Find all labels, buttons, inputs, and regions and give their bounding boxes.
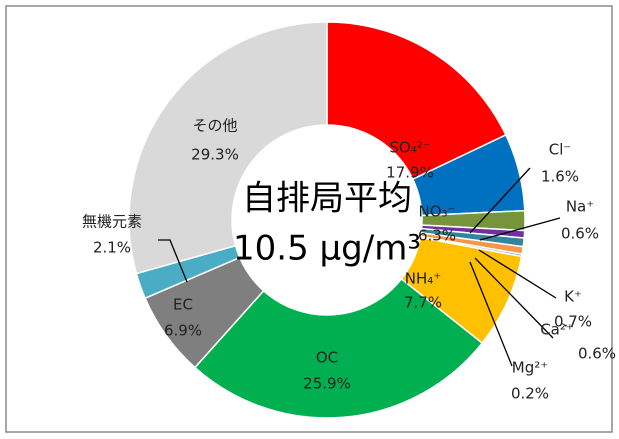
category-label: K⁺	[564, 288, 582, 306]
leader-line	[479, 217, 561, 241]
value-label: 0.6%	[578, 345, 616, 363]
leader-line	[469, 261, 513, 367]
wedge	[326, 21, 507, 181]
category-label: その他	[192, 117, 237, 135]
value-label: 7.7%	[404, 294, 442, 312]
value-label: 1.6%	[541, 168, 579, 186]
value-label: 29.3%	[191, 146, 239, 164]
leader-line	[474, 257, 554, 339]
leader-line	[478, 249, 557, 299]
category-label: Cl⁻	[549, 141, 572, 159]
value-label: 0.2%	[511, 385, 549, 403]
value-label: 0.6%	[561, 225, 599, 243]
value-label: 2.1%	[93, 239, 131, 257]
value-label: 0.7%	[554, 313, 592, 331]
leader-line	[469, 167, 531, 234]
center-value: 10.5 μg/m³	[233, 229, 421, 269]
value-label: 6.9%	[164, 322, 202, 340]
category-label: NO₃⁻	[419, 203, 456, 221]
value-label: 6.3%	[418, 227, 456, 245]
category-label: Na⁺	[566, 198, 594, 216]
category-label: Ca²⁺	[540, 321, 574, 339]
wedges	[128, 21, 526, 419]
category-label: Mg²⁺	[512, 359, 548, 377]
category-label: 無機元素	[82, 213, 142, 231]
center-title: 自排局平均	[242, 179, 412, 219]
wedge	[193, 277, 484, 419]
wedge	[128, 21, 328, 275]
leader-line	[158, 239, 188, 283]
value-label: 25.9%	[303, 375, 351, 393]
category-label: OC	[316, 349, 338, 367]
category-label: NH₄⁺	[405, 270, 441, 288]
category-label: EC	[173, 296, 193, 314]
category-label: SO₄²⁻	[389, 139, 430, 157]
value-label: 17.9%	[386, 164, 434, 182]
